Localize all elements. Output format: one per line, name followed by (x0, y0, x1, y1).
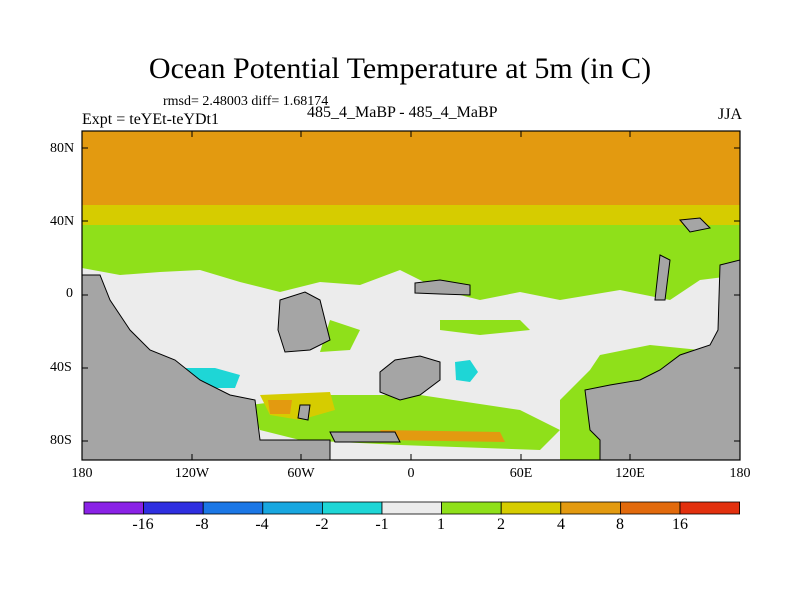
experiment-label: Expt = teYEt-teYDt1 (82, 111, 219, 128)
colorbar-swatch (83, 501, 144, 515)
x-tick-label: 120E (615, 466, 645, 481)
land-south-tip (297, 404, 311, 421)
colorbar-label: -2 (315, 516, 329, 533)
colorbar-label: 1 (437, 516, 445, 533)
land-east-coast (584, 259, 740, 460)
colorbar-label: -1 (375, 516, 389, 533)
colorbar-label: 8 (616, 516, 624, 533)
colorbar-swatch (500, 501, 562, 515)
colorbar-label: 2 (497, 516, 505, 533)
x-tick-label: 0 (407, 466, 415, 481)
colorbar-swatch (620, 501, 681, 515)
land-africa (277, 291, 331, 353)
cyan-patch-south-central (455, 360, 478, 382)
y-tick-label: 80N (50, 141, 75, 156)
green-band (82, 225, 740, 300)
y-tick-label: 0 (66, 286, 73, 301)
x-tick-label: 60E (509, 466, 533, 481)
x-tick-label: 180 (729, 466, 751, 481)
x-tick-label: 180 (71, 466, 93, 481)
colorbar-swatch (321, 501, 383, 515)
colorbar-swatch (381, 501, 442, 515)
season-label: JJA (717, 106, 742, 123)
land-ne-island (679, 217, 712, 233)
land-americas-south (82, 274, 331, 460)
orange-patch-south (268, 400, 292, 414)
land-north-strip (414, 279, 471, 296)
colorbar-swatch (202, 501, 264, 515)
green-patch-east (440, 320, 530, 335)
green-patch-mid (320, 320, 360, 352)
warm-band-north (82, 131, 740, 211)
x-tick-label: 60W (287, 466, 315, 481)
orange-patch-south-2 (380, 430, 505, 442)
colorbar-label: 16 (672, 516, 688, 533)
colorbar-swatch (441, 501, 502, 515)
axis-ticks (82, 131, 740, 460)
colorbar (83, 501, 740, 515)
land-antarctic-block (329, 431, 401, 443)
chart-title: Ocean Potential Temperature at 5m (in C) (148, 52, 652, 85)
y-tick-label: 80S (50, 433, 72, 448)
x-tick-label: 120W (174, 466, 210, 481)
colorbar-label: -4 (255, 516, 269, 533)
land-asia-east (654, 254, 671, 301)
land-mid-island (379, 355, 441, 401)
case-label: 485_4_MaBP - 485_4_MaBP (307, 104, 498, 121)
y-tick-label: 40N (50, 214, 75, 229)
colorbar-label: -8 (195, 516, 209, 533)
colorbar-swatch (560, 501, 621, 515)
map-panel (82, 131, 740, 460)
y-tick-label: 40S (50, 360, 72, 375)
colorbar-swatch (143, 501, 204, 515)
colorbar-swatch (679, 501, 740, 515)
colorbar-label: -16 (132, 516, 154, 533)
colorbar-label: 4 (557, 516, 565, 533)
rmsd-diff-stats: rmsd= 2.48003 diff= 1.68174 (163, 94, 329, 109)
colorbar-swatch (262, 501, 323, 515)
